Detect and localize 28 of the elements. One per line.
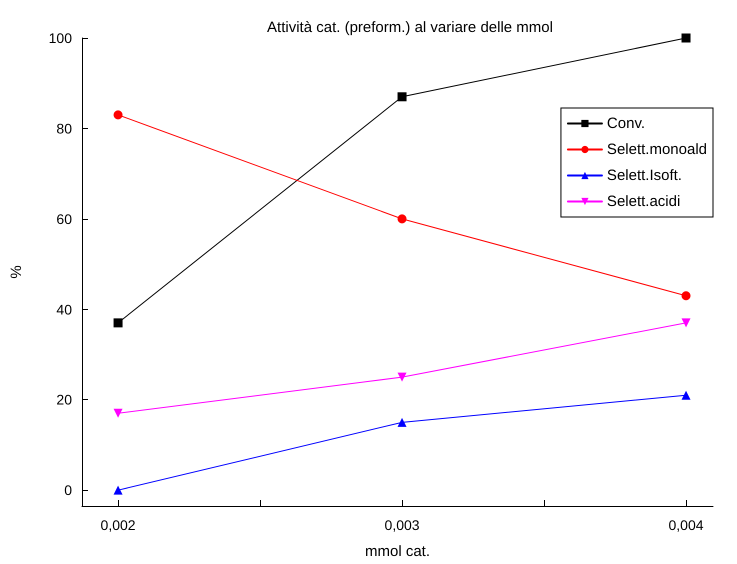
legend-label: Selett.acidi <box>606 193 680 210</box>
legend-label: Conv. <box>606 115 646 132</box>
point <box>114 486 123 495</box>
point <box>682 34 691 42</box>
legend-label: Selett.Isoft. <box>606 167 682 184</box>
x-tick-label: 0,004 <box>668 517 704 533</box>
point <box>114 408 123 418</box>
point <box>682 390 691 400</box>
y-tick-label: 100 <box>48 30 72 46</box>
y-tick-label: 0 <box>64 482 72 498</box>
point <box>682 291 691 300</box>
y-tick-label: 80 <box>56 120 72 136</box>
y-tick-label: 20 <box>56 392 72 408</box>
point <box>398 372 407 382</box>
y-tick-label: 60 <box>56 210 72 227</box>
point <box>398 214 407 224</box>
chart-title: Attività cat. (preform.) al variare delle mmol <box>267 19 553 36</box>
point <box>114 110 123 120</box>
x-tick-label: 0,003 <box>384 517 420 533</box>
point <box>114 318 123 328</box>
y-axis-title: % <box>8 265 25 279</box>
x-axis-title: mmol cat. <box>364 543 430 560</box>
point <box>398 92 407 102</box>
point <box>682 318 691 328</box>
legend-label: Selett.monoald <box>606 141 708 158</box>
x-tick-label: 0,002 <box>100 517 136 533</box>
y-tick-label: 40 <box>56 301 72 318</box>
point <box>398 418 407 427</box>
